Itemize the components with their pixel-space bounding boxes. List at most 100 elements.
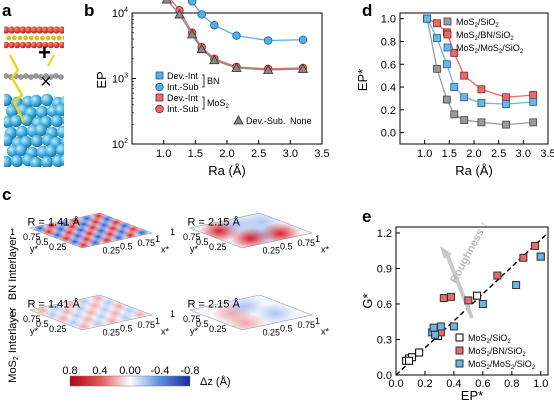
interlayer-atom-5 xyxy=(28,74,34,80)
device-atom-19 xyxy=(40,35,45,41)
map-layer: 0.250.25 0.50.5 0.750.75 11x*y*R = 1.41 Å0.… xyxy=(10,212,330,337)
device-atom-15 xyxy=(30,26,38,34)
blue-blob xyxy=(255,303,296,324)
device-atom-21 xyxy=(41,26,49,34)
data-point-1-5 xyxy=(477,85,486,94)
substrate-atom-45 xyxy=(29,156,43,167)
legend-group-mos2: MoS2 xyxy=(207,98,230,110)
device-atom-1 xyxy=(6,35,12,41)
substrate-atom-13 xyxy=(66,107,78,119)
data-point-2-7 xyxy=(529,97,538,106)
device-atom-13 xyxy=(28,35,34,41)
device-atom-25 xyxy=(51,35,56,41)
legend-marker-2 xyxy=(443,43,452,52)
legend: Dev.-Int Int.-Sub Dev.-Int Int.-Sub BN M… xyxy=(155,71,312,126)
series-line-2 xyxy=(426,18,534,105)
device-atom-9 xyxy=(19,26,27,34)
legend-marker-dev-int-mos2 xyxy=(155,93,164,102)
y-axis-label: EP* xyxy=(355,69,370,91)
substrate-atom-24 xyxy=(34,123,48,137)
x-axis-tick: 1 xyxy=(155,316,160,326)
legend-marker-2 xyxy=(455,359,464,368)
substrate-atoms xyxy=(4,93,78,167)
data-point-4-0 xyxy=(161,0,173,4)
x-axis-label: x* xyxy=(161,327,170,337)
data-point-2-7 xyxy=(536,252,545,261)
x-axis-tick: 0.75 xyxy=(138,238,156,248)
device-atom-18 xyxy=(36,26,44,34)
panel-label-c: c xyxy=(2,185,11,204)
device-atom-14 xyxy=(25,41,32,49)
data-point-1-3 xyxy=(197,10,206,19)
legend-bracket-mos2 xyxy=(202,96,205,110)
substrate-atom-46 xyxy=(40,155,54,167)
data-point-4-1 xyxy=(174,9,185,19)
y-tick-label: 104 xyxy=(112,7,128,20)
x-tick-label: 2.5 xyxy=(491,148,506,160)
data-point-1-5 xyxy=(519,253,528,262)
red-blob xyxy=(90,295,107,304)
data-point-2-5 xyxy=(478,299,487,308)
x-tick-label: 0.0 xyxy=(388,378,403,390)
y-axis-label: y* xyxy=(190,244,199,254)
x-tick-label: 0.4 xyxy=(446,378,461,390)
x-axis-tick: 0.75 xyxy=(138,320,156,330)
legend-bracket-bn xyxy=(202,74,205,88)
y-axis-tick: 0.5 xyxy=(196,319,209,329)
data-point-4-2 xyxy=(186,29,198,39)
legend-marker-0 xyxy=(443,17,452,26)
y-tick-label: 0.4 xyxy=(381,82,396,94)
data-point-2-2 xyxy=(436,322,445,331)
roughness-annotation: Roughness ↑ xyxy=(448,219,491,285)
y-tick-label: 102 xyxy=(112,138,128,151)
x-axis-tick: 0.5 xyxy=(280,242,293,252)
data-point-1-6 xyxy=(530,241,539,250)
interlayer-atom-3 xyxy=(18,74,24,80)
substrate-atom-39 xyxy=(44,144,58,158)
device-atom-24 xyxy=(47,26,55,34)
device-atom-23 xyxy=(42,41,49,49)
data-point-0-1 xyxy=(433,64,441,73)
x-tick-label: 1.0 xyxy=(156,148,171,160)
data-point-0-5 xyxy=(473,291,482,300)
interlayer-atom-0 xyxy=(4,73,9,79)
device-atom-7 xyxy=(17,35,23,41)
data-point-0-3 xyxy=(415,348,424,357)
y-tick-label: 1.0 xyxy=(381,14,396,26)
data-point-4-6 xyxy=(262,64,274,74)
x-tick-label: 3.5 xyxy=(314,148,329,160)
device-atom-2 xyxy=(4,41,10,49)
r-label: R = 2.15 Å xyxy=(188,215,241,228)
x-axis-tick: 0.5 xyxy=(280,324,293,334)
x-tick-label: 3.0 xyxy=(283,148,298,160)
device-atom-11 xyxy=(19,41,26,49)
legend-label-int-sub-bn: Int.-Sub xyxy=(167,82,199,92)
panel-label-e: e xyxy=(362,207,371,226)
substrate-atom-15 xyxy=(9,114,23,128)
legend-label-1: MoS2/BN/SiO2 xyxy=(456,30,514,42)
substrate-atom-22 xyxy=(15,125,29,139)
y-axis-tick: 1 xyxy=(170,309,175,319)
displacement-map-0: 0.250.25 0.50.5 0.750.75 11x*y*R = 1.41 Å xyxy=(10,212,170,255)
substrate-atom-0 xyxy=(4,93,13,107)
colorbar-tick: -0.4 xyxy=(151,365,170,377)
substrate-atom-7 xyxy=(5,104,19,118)
legend-group-bn: BN xyxy=(207,76,220,86)
data-point-0-2 xyxy=(442,95,451,104)
blue-blob xyxy=(225,296,265,316)
legend-label-0: MoS2/SiO2 xyxy=(456,17,499,29)
interlayer-atom-4 xyxy=(23,73,29,79)
data-point-0-4 xyxy=(460,116,469,124)
data-point-0-7 xyxy=(529,118,538,127)
y-axis-tick: 1 xyxy=(170,227,175,237)
x-axis-ticks: 0.0 0.2 0.4 0.6 0.8 1.0 xyxy=(388,371,548,390)
substrate-atom-20 xyxy=(61,115,64,125)
x-axis-tick: 1 xyxy=(315,316,320,326)
x-axis-tick: 0.5 xyxy=(120,324,133,334)
device-atom-17 xyxy=(30,41,38,49)
interlayer-atom-10 xyxy=(53,73,59,79)
data-point-1-7 xyxy=(298,35,308,44)
x-tick-label: 1.5 xyxy=(188,148,203,160)
substrate-atom-43 xyxy=(10,154,24,167)
x-tick-label: 3.0 xyxy=(516,148,531,160)
